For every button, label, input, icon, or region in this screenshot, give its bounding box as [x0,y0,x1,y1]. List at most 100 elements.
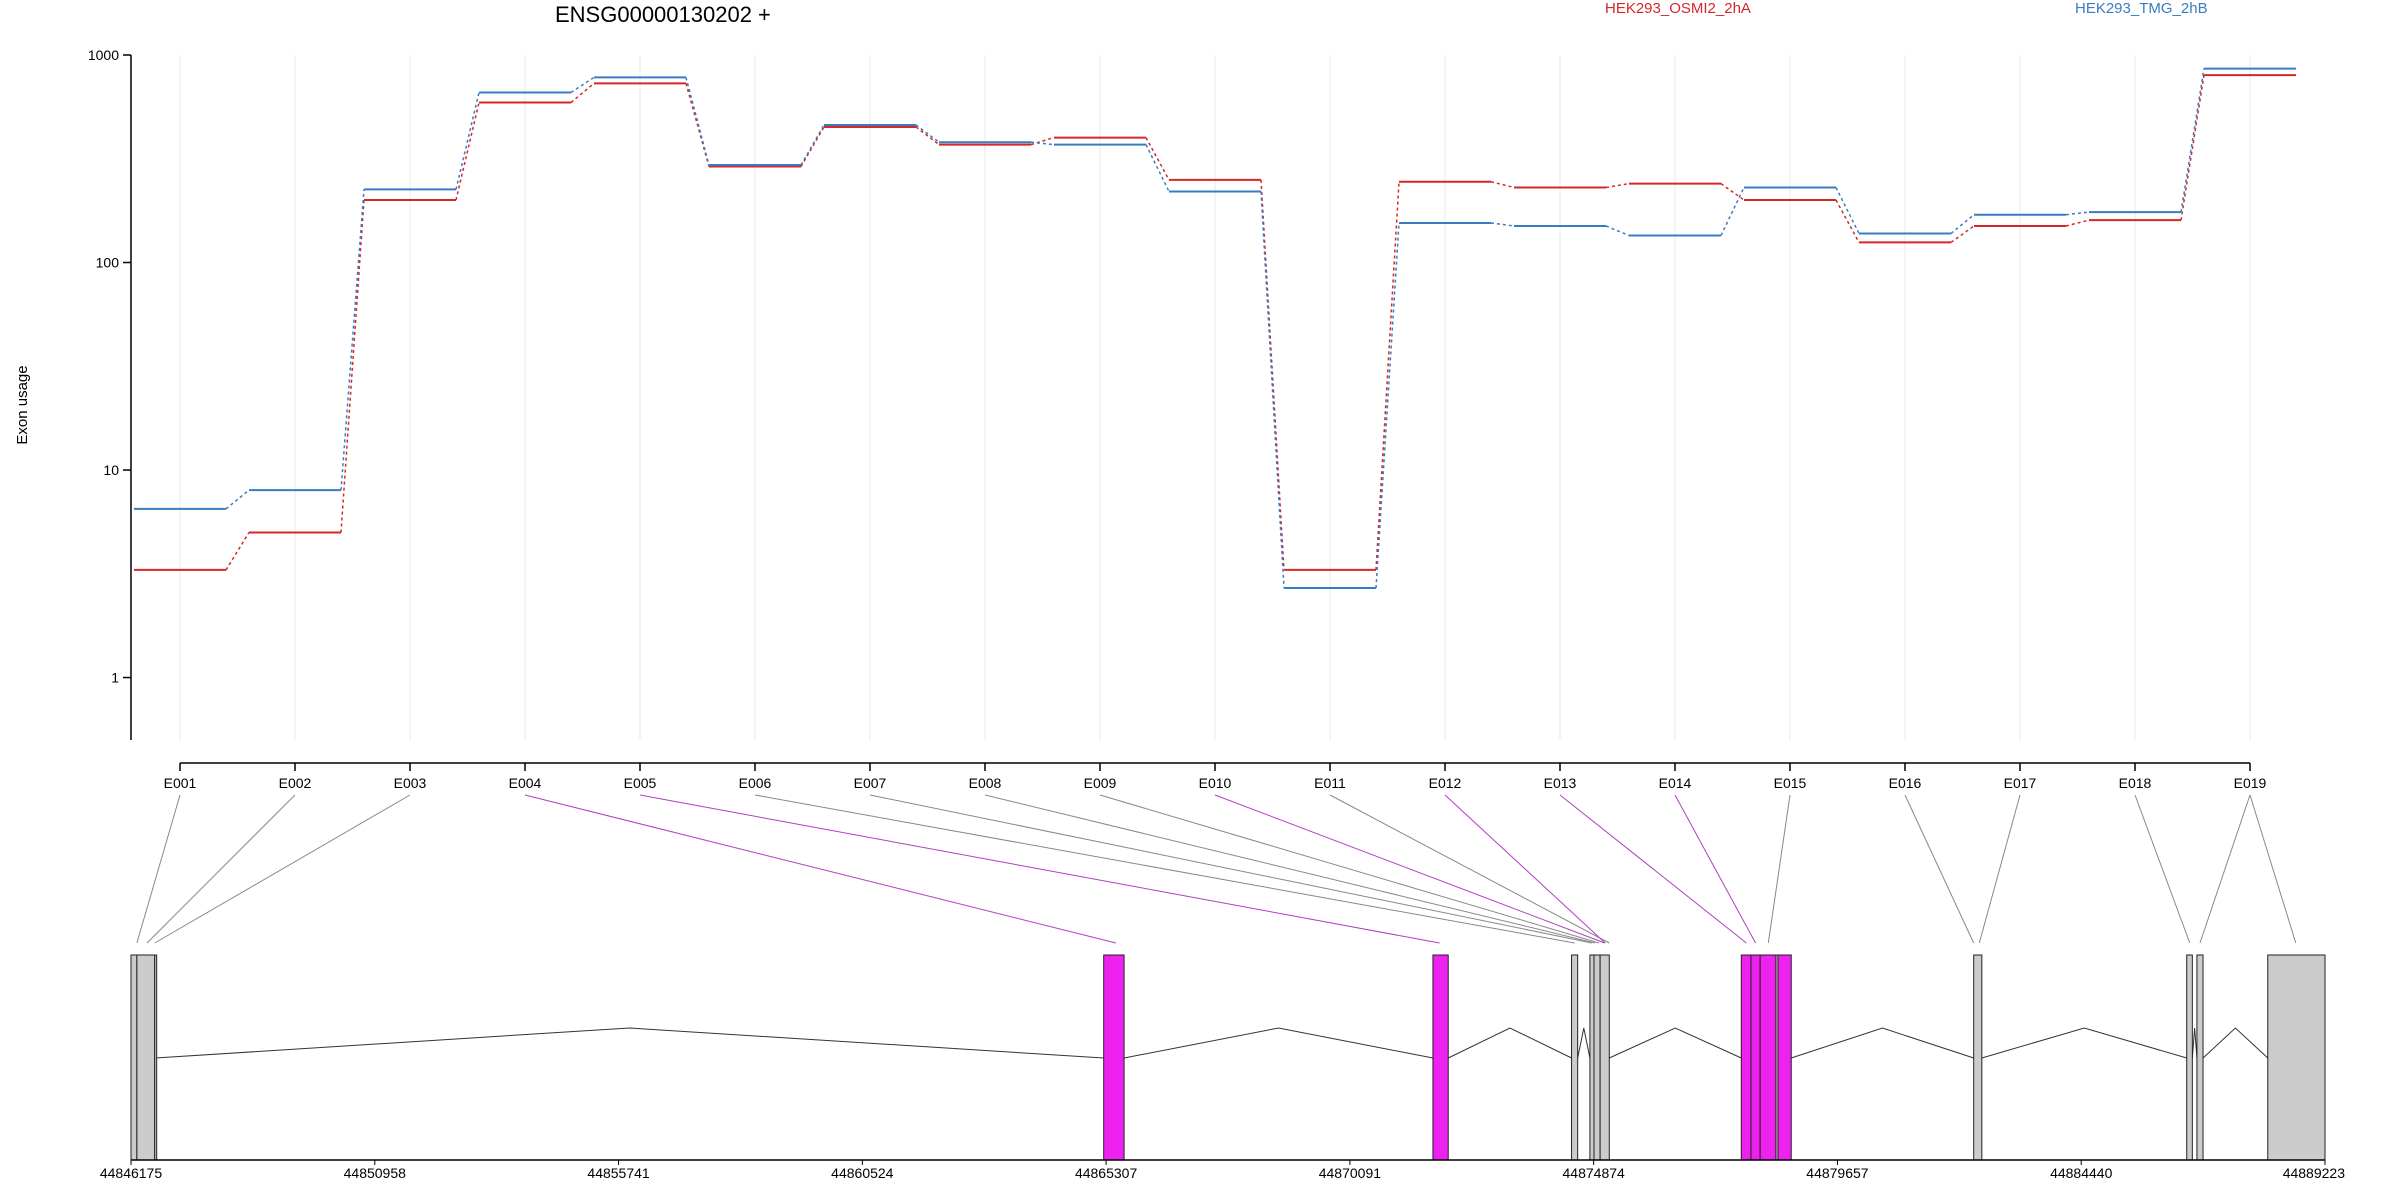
exon-label: E005 [624,775,657,791]
series-connector [1490,222,1515,227]
intron [1577,1027,1591,1059]
intron [2202,1027,2269,1059]
coordinate-label: 44846175 [100,1165,163,1181]
series-connector [1375,222,1400,589]
series-connector [1835,187,1860,234]
series-connector [1720,183,1745,201]
coordinate-label: 44850958 [344,1165,407,1181]
y-tick-label: 1 [111,670,119,686]
series-connector [340,189,365,491]
y-axis-label: Exon usage [14,365,31,444]
series-connector [915,124,940,143]
exon-connector [639,794,1440,944]
exon-connector [1099,794,1600,944]
intron [155,1027,1104,1059]
exon [2196,954,2204,1161]
exon-connector [869,794,1593,944]
y-tick-label: 100 [96,255,120,271]
intron [1791,1027,1974,1059]
exon-highlighted [1759,954,1777,1161]
exon-connector [1214,794,1605,944]
series-connector [685,83,710,167]
series-connector [2065,219,2090,227]
coordinate-label: 44865307 [1075,1165,1138,1181]
series-connector [800,124,825,166]
exon-connector [524,794,1117,944]
exon-label: E001 [164,775,197,791]
exon [2186,954,2193,1161]
exon-label: E012 [1429,775,1462,791]
series-connector [1605,182,1630,189]
exon-connector [146,794,296,944]
coordinate-label: 44879657 [1806,1165,1869,1181]
exon-highlighted [1750,954,1761,1161]
series-connector [2180,68,2205,213]
exon-label: E006 [739,775,772,791]
exon-connector [1767,794,1791,944]
coordinate-label: 44870091 [1319,1165,1382,1181]
series-connector [1030,141,1055,146]
exon [1593,954,1601,1161]
chart-title: ENSG00000130202 + [555,2,771,27]
exon-label: E009 [1084,775,1117,791]
exon-connector [1978,794,2021,944]
exon [1571,954,1579,1161]
exon-connector [2134,794,2191,944]
coordinate-label: 44884440 [2050,1165,2113,1181]
gene-model [130,954,2326,1161]
exon [1599,954,1610,1161]
y-tick-label: 1000 [88,47,119,63]
series-connector [225,532,250,571]
exon-highlighted [1740,954,1752,1161]
series-connector [915,126,940,146]
exon [2267,954,2326,1161]
intron [1448,1027,1572,1059]
exon [1589,954,1595,1161]
exon [136,954,156,1161]
series-connector [340,199,365,533]
series-connector [1375,181,1400,570]
series-lines [134,67,2296,590]
coordinate-label: 44855741 [587,1165,650,1181]
y-tick-label: 10 [103,462,119,478]
series-connector [1490,181,1515,189]
coordinate-label: 44860524 [831,1165,894,1181]
intron [1981,1027,2187,1059]
series-connector [1950,225,1975,244]
exon-connector [154,794,411,944]
exon [154,954,158,1161]
exon-label: E003 [394,775,427,791]
exon-connector [1329,794,1610,944]
exon-label: E016 [1889,775,1922,791]
exon-label: E004 [509,775,542,791]
exon-highlighted [1777,954,1792,1161]
series-connector [455,102,480,201]
exon-connector [1904,794,1975,944]
exon [1973,954,1983,1161]
intron [1123,1027,1434,1059]
exon-label: E019 [2234,775,2267,791]
exon-connector [2249,794,2297,944]
series-connector [570,82,595,104]
coordinate-label: 44874874 [1563,1165,1626,1181]
genomic-coordinate-axis: 44846175 44850958 44855741 44860524 44865307… [100,1159,2345,1181]
series-connector [800,126,825,167]
series-connector [1145,137,1170,181]
series-connector [225,489,250,510]
exon-label: E008 [969,775,1002,791]
exon-label: E011 [1314,775,1346,791]
legend-entry-series-b: HEK293_TMG_2hB [2075,0,2208,17]
series-connector [455,92,480,190]
grid-lines [179,55,2251,740]
exon-label: E013 [1544,775,1577,791]
series-connector [1835,199,1860,243]
exon-highlighted [1103,954,1125,1161]
exon-highlighted [1432,954,1449,1161]
series-connector [1605,225,1630,237]
series-connector [1720,187,1745,236]
series-connector [2180,74,2205,221]
intron [1609,1027,1742,1059]
exon-connector [754,794,1575,944]
exon [130,954,138,1161]
